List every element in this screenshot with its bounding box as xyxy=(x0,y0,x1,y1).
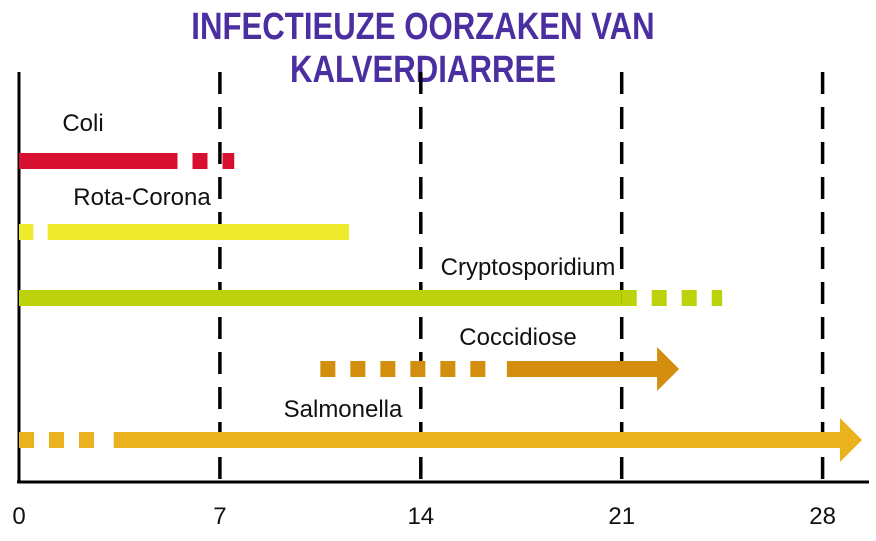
salmonella-label: Salmonella xyxy=(284,396,403,423)
x-tick-label-14: 14 xyxy=(407,503,434,530)
x-tick-label-7: 7 xyxy=(213,503,226,530)
cryptosporidium-label: Cryptosporidium xyxy=(441,254,616,281)
salmonella-solid-bar xyxy=(113,432,842,448)
coccidiose-solid-bar xyxy=(506,361,660,377)
coli-solid-bar xyxy=(19,153,163,169)
x-tick-label-0: 0 xyxy=(12,503,25,530)
rota-corona-solid-bar xyxy=(47,224,350,240)
chart-title: INFECTIEUZE OORZAKEN VAN KALVERDIARREE xyxy=(191,6,655,91)
cryptosporidium-solid-bar xyxy=(19,290,622,306)
coccidiose-arrowhead xyxy=(657,347,680,391)
rota-corona-label: Rota-Corona xyxy=(73,184,211,211)
x-tick-label-28: 28 xyxy=(809,503,836,530)
coli-label: Coli xyxy=(62,110,103,137)
salmonella-arrowhead xyxy=(840,418,862,462)
coccidiose-label: Coccidiose xyxy=(459,324,576,351)
x-tick-label-21: 21 xyxy=(608,503,635,530)
